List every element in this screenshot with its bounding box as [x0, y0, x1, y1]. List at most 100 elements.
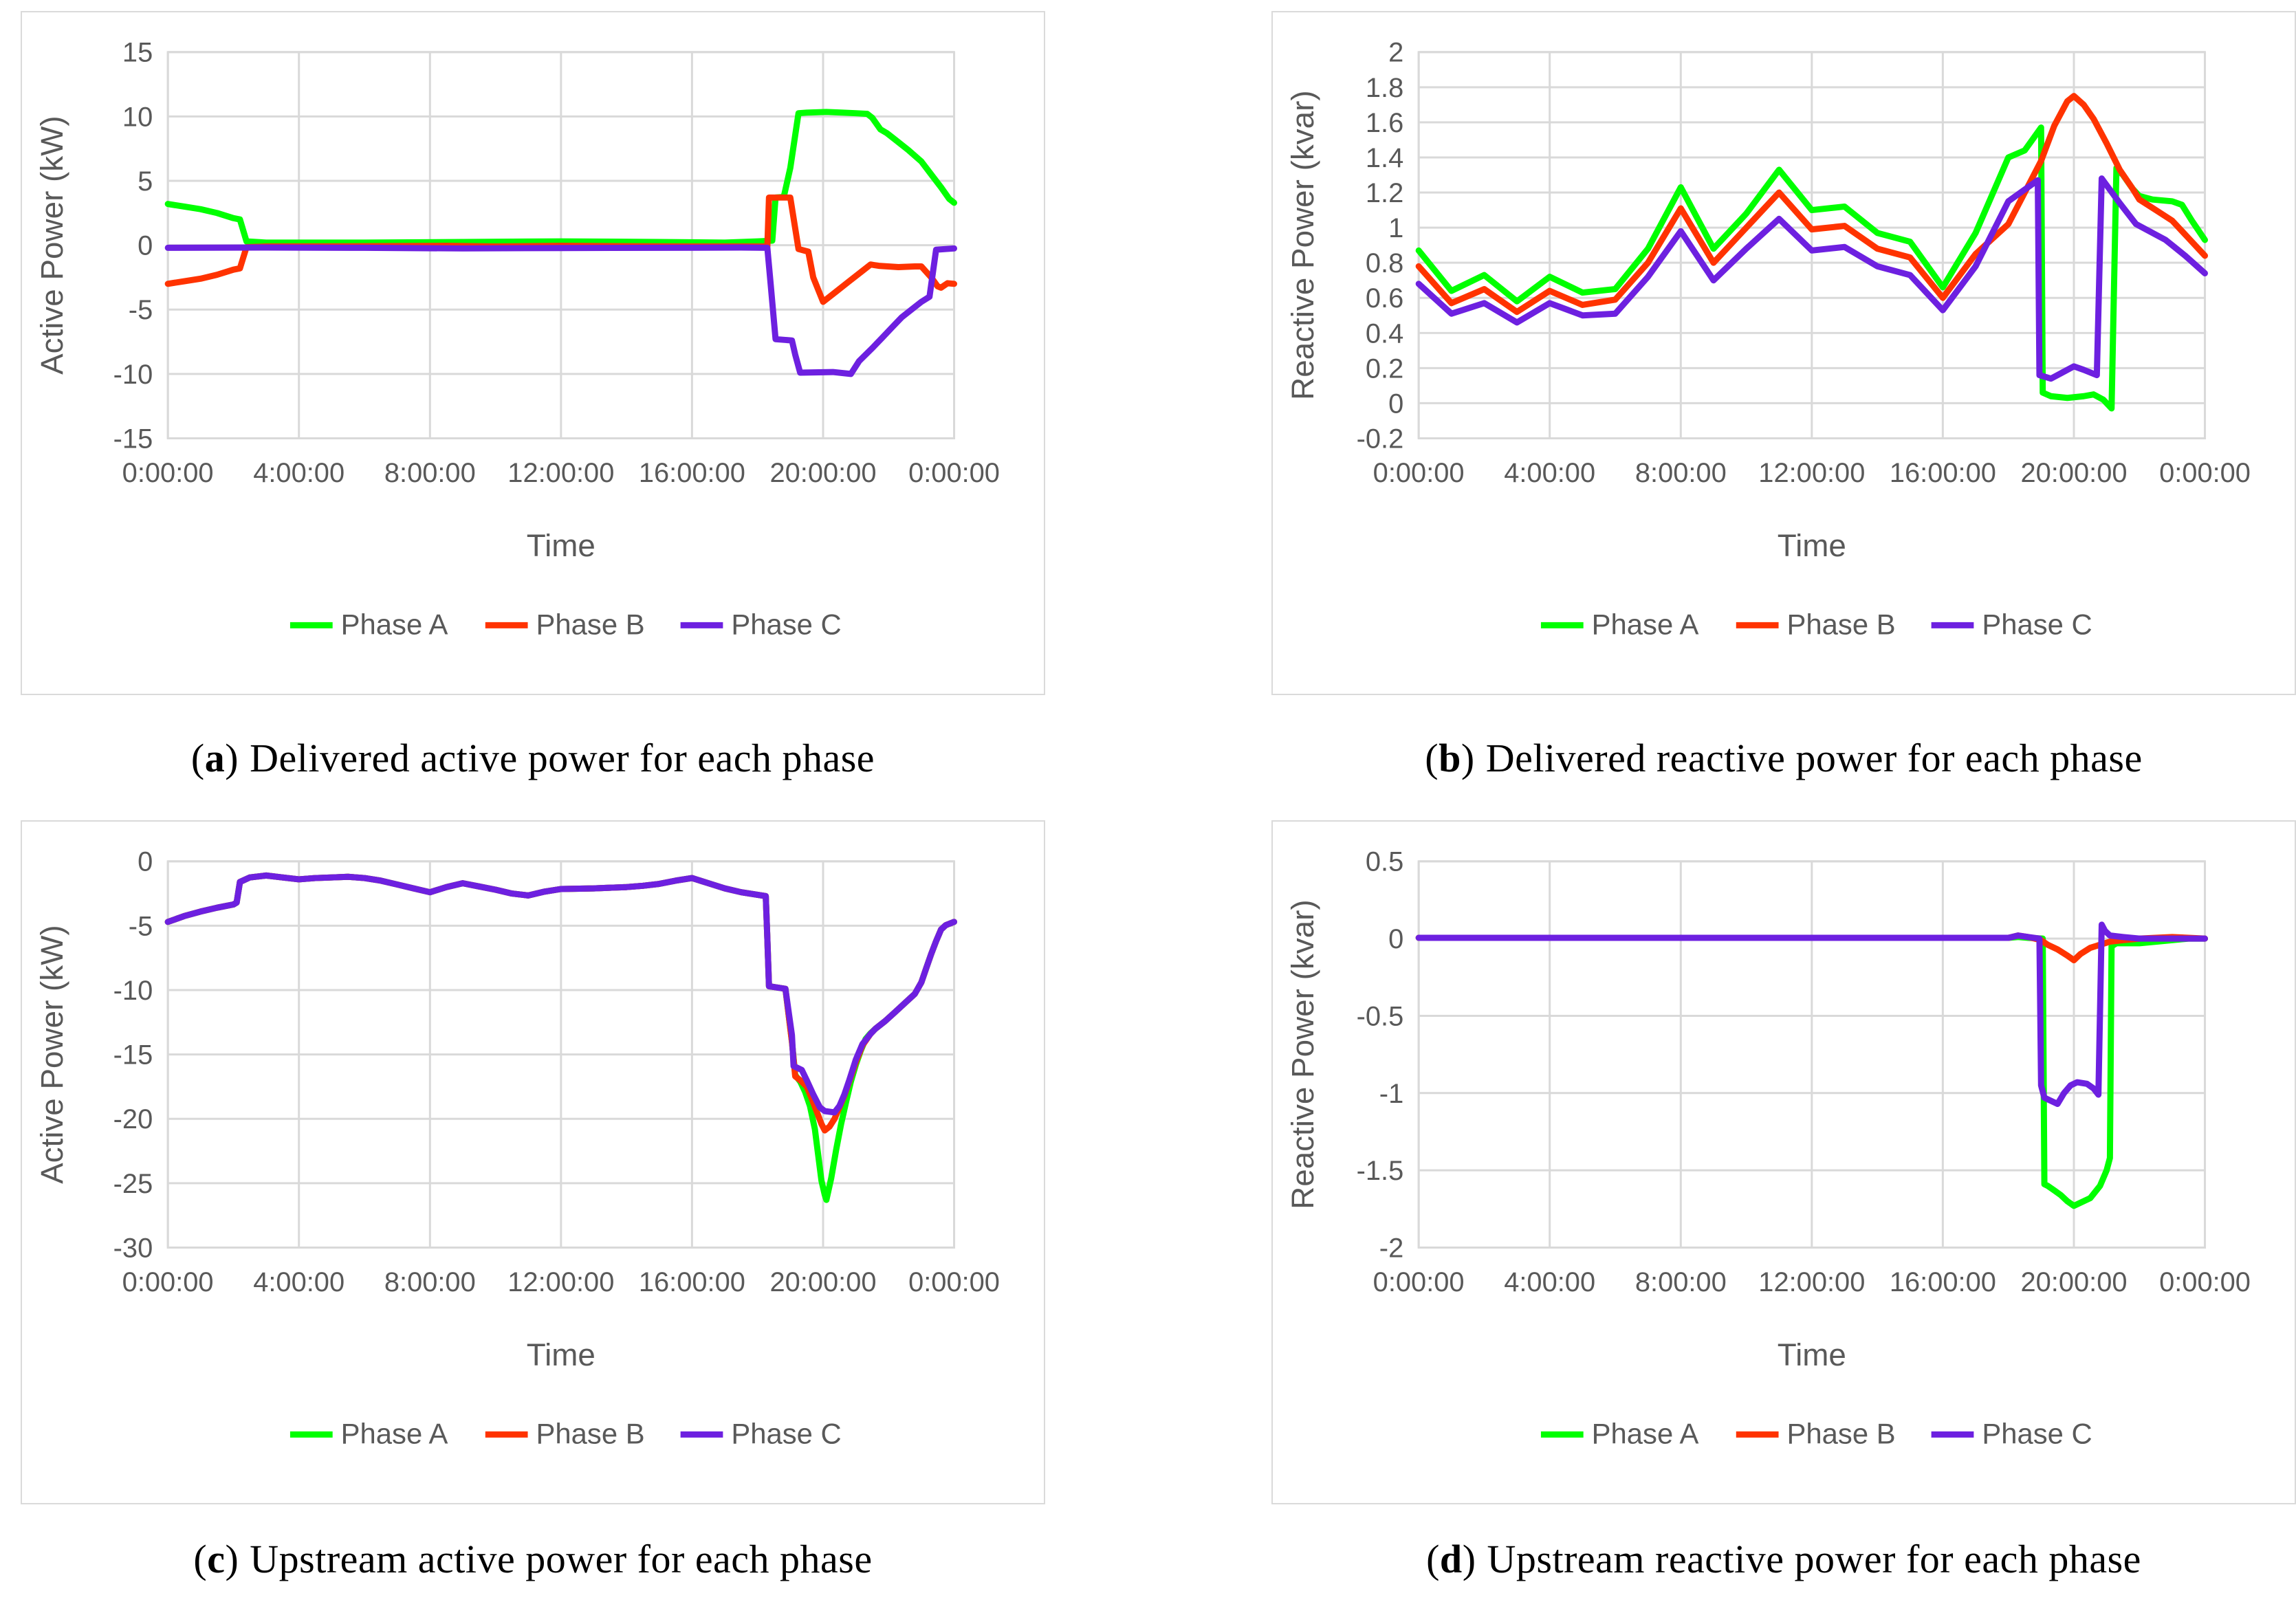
y-tick-label: 0: [138, 847, 153, 877]
y-tick-label: 0.4: [1366, 318, 1403, 349]
caption-b-label: (b): [1425, 735, 1475, 780]
y-tick-label: -10: [113, 976, 153, 1006]
legend-label: Phase C: [731, 1417, 841, 1449]
legend-item-phase-b: Phase B: [485, 608, 645, 640]
legend-label: Phase B: [536, 608, 644, 640]
series-line-phase-c: [1415, 175, 2209, 382]
x-axis-tick-labels: 0:00:00 4:00:00 8:00:00 12:00:00 16:00:00 20:…: [122, 458, 1000, 488]
legend-item-phase-c: Phase C: [680, 1417, 842, 1449]
x-tick-label: 16:00:00: [639, 458, 745, 488]
y-tick-label: 10: [122, 102, 153, 132]
series-lines: [164, 109, 958, 377]
x-tick-label: 0:00:00: [1373, 1267, 1465, 1297]
series-line-phase-c: [1415, 921, 2209, 1108]
series-lines: [164, 872, 958, 1203]
caption-d-text: Upstream reactive power for each phase: [1487, 1536, 2141, 1581]
legend-item-phase-b: Phase B: [1736, 1417, 1896, 1449]
legend-label: Phase C: [731, 608, 841, 640]
x-tick-label: 8:00:00: [384, 1267, 476, 1297]
y-tick-label: 0.5: [1366, 847, 1403, 877]
series-lines: [1415, 921, 2209, 1209]
series-lines: [1415, 93, 2209, 412]
y-tick-label: -1.5: [1357, 1156, 1404, 1186]
y-tick-label: 1.2: [1366, 178, 1403, 208]
y-axis-title: Reactive Power (kvar): [1285, 90, 1320, 399]
y-tick-label: -5: [129, 911, 153, 941]
y-tick-label: -15: [113, 1040, 153, 1071]
x-tick-label: 16:00:00: [639, 1267, 745, 1297]
legend-label: Phase A: [1592, 1417, 1699, 1449]
y-tick-label: 1.8: [1366, 73, 1403, 103]
gridlines: [1417, 860, 2207, 1249]
legend: Phase A Phase B Phase C: [289, 608, 842, 640]
x-tick-label: 8:00:00: [384, 458, 476, 488]
x-tick-label: 8:00:00: [1635, 458, 1727, 488]
y-axis-title: Reactive Power (kvar): [1285, 899, 1320, 1209]
y-axis-tick-labels: 0 -5 -10 -15 -20 -25 -30: [113, 847, 153, 1264]
legend-label: Phase C: [1982, 608, 2092, 640]
series-line-phase-c: [164, 244, 958, 377]
x-axis-tick-labels: 0:00:00 4:00:00 8:00:00 12:00:00 16:00:00 20:…: [1373, 458, 2251, 488]
legend-label: Phase B: [1786, 1417, 1895, 1449]
y-tick-label: 0.2: [1366, 353, 1403, 384]
y-tick-label: 5: [138, 166, 153, 197]
chart-b-svg: 2 1.8 1.6 1.4 1.2 1 0.8 0.6 0.4 0.2 0 -0.2 0:00:00 4:…: [1285, 38, 2251, 641]
x-tick-label: 20:00:00: [2020, 458, 2127, 488]
legend-label: Phase B: [1786, 608, 1895, 640]
x-axis-title: Time: [1778, 1337, 1846, 1372]
x-axis-title: Time: [1778, 528, 1846, 563]
y-tick-label: 2: [1388, 38, 1403, 68]
series-line-phase-a: [164, 109, 958, 246]
chart-panel-b: 2 1.8 1.6 1.4 1.2 1 0.8 0.6 0.4 0.2 0 -0.2 0:00:00 4:…: [1271, 11, 2296, 695]
x-tick-label: 16:00:00: [1890, 458, 1996, 488]
legend-label: Phase A: [341, 1417, 448, 1449]
legend-item-phase-a: Phase A: [1540, 608, 1699, 640]
y-tick-label: 15: [122, 38, 153, 68]
legend: Phase A Phase B Phase C: [1540, 1417, 2092, 1449]
legend: Phase A Phase B Phase C: [1540, 608, 2092, 640]
legend: Phase A Phase B Phase C: [289, 1417, 842, 1449]
x-tick-label: 0:00:00: [122, 1267, 214, 1297]
y-tick-label: -15: [113, 424, 153, 454]
caption-a-label: (a): [190, 735, 239, 780]
chart-panel-a: 15 10 5 0 -5 -10 -15 0:00:00 4:00:00 8:00:00 12:00…: [21, 11, 1045, 695]
caption-d: (d) Upstream reactive power for each pha…: [1271, 1504, 2296, 1613]
y-axis-title: Active Power (kW): [34, 925, 69, 1184]
chart-panel-c: 0 -5 -10 -15 -20 -25 -30 0:00:00 4:00:00 8:00:00 1…: [21, 820, 1045, 1504]
x-tick-label: 20:00:00: [2020, 1267, 2127, 1297]
x-tick-label: 20:00:00: [769, 458, 876, 488]
x-tick-label: 0:00:00: [122, 458, 214, 488]
y-tick-label: -0.2: [1357, 424, 1404, 454]
legend-item-phase-b: Phase B: [485, 1417, 645, 1449]
x-tick-label: 0:00:00: [1373, 458, 1465, 488]
caption-a: (a) Delivered active power for each phas…: [21, 695, 1045, 820]
chart-d-svg: 0.5 0 -0.5 -1 -1.5 -2 0:00:00 4:00:00 8:00:00 12:…: [1285, 847, 2251, 1450]
series-line-phase-b: [1415, 93, 2209, 316]
x-tick-label: 0:00:00: [908, 1267, 1000, 1297]
legend-item-phase-a: Phase A: [1540, 1417, 1699, 1449]
y-tick-label: 0.8: [1366, 248, 1403, 278]
legend-item-phase-a: Phase A: [289, 608, 448, 640]
y-tick-label: -5: [129, 295, 153, 325]
y-tick-label: -30: [113, 1233, 153, 1263]
y-tick-label: 0: [1388, 388, 1403, 419]
series-line-phase-c: [164, 872, 958, 1116]
x-tick-label: 0:00:00: [2159, 1267, 2251, 1297]
caption-a-text: Delivered active power for each phase: [250, 735, 875, 780]
x-tick-label: 16:00:00: [1890, 1267, 1996, 1297]
chart-c-svg: 0 -5 -10 -15 -20 -25 -30 0:00:00 4:00:00 8:00:00 1…: [34, 847, 1000, 1450]
y-axis-tick-labels: 2 1.8 1.6 1.4 1.2 1 0.8 0.6 0.4 0.2 0 -0.2: [1357, 38, 1404, 454]
x-tick-label: 4:00:00: [1504, 1267, 1595, 1297]
caption-d-label: (d): [1426, 1536, 1476, 1581]
x-axis-tick-labels: 0:00:00 4:00:00 8:00:00 12:00:00 16:00:00 20:…: [122, 1267, 1000, 1297]
x-tick-label: 4:00:00: [253, 458, 345, 488]
y-tick-label: -20: [113, 1104, 153, 1134]
caption-b: (b) Delivered reactive power for each ph…: [1271, 695, 2296, 820]
x-tick-label: 0:00:00: [2159, 458, 2251, 488]
x-tick-label: 0:00:00: [908, 458, 1000, 488]
gridlines: [166, 51, 956, 439]
x-axis-title: Time: [527, 1337, 595, 1372]
series-line-phase-b: [164, 194, 958, 305]
x-tick-label: 8:00:00: [1635, 1267, 1727, 1297]
x-tick-label: 12:00:00: [1758, 1267, 1865, 1297]
